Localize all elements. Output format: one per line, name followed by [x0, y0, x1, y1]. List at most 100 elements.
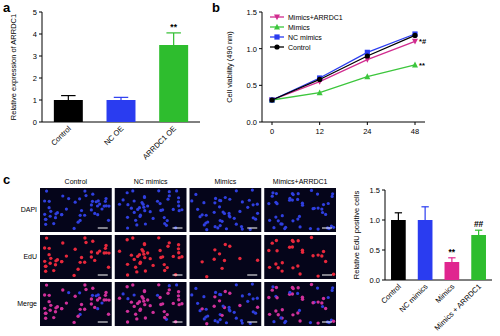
nucleus: [60, 213, 63, 216]
edu-nucleus: [43, 307, 46, 310]
nucleus: [142, 206, 145, 209]
point: [269, 97, 275, 103]
nucleus: [252, 203, 255, 206]
nucleus: [296, 292, 299, 295]
edu-nucleus: [65, 301, 68, 304]
nucleus: [288, 291, 291, 294]
edu-nucleus: [200, 260, 203, 263]
nucleus: [327, 202, 330, 205]
edu-nucleus: [172, 255, 175, 258]
nucleus: [100, 301, 103, 304]
nucleus: [317, 207, 320, 210]
edu-nucleus: [83, 261, 86, 264]
micrograph-bg: [264, 235, 336, 279]
edu-nucleus: [44, 312, 47, 315]
nucleus: [291, 192, 294, 195]
edu-nucleus: [142, 252, 145, 255]
nucleus: [178, 209, 181, 212]
series-line: [272, 65, 415, 100]
edu-nucleus: [65, 254, 68, 257]
nucleus: [126, 203, 129, 206]
scale-bar: [173, 228, 183, 229]
nucleus: [316, 286, 319, 289]
micrograph-bg: [190, 188, 262, 232]
edu-nucleus: [144, 269, 147, 272]
nucleus: [288, 197, 291, 200]
panel-label: b: [212, 0, 220, 15]
nucleus: [225, 227, 228, 230]
nucleus: [144, 222, 147, 225]
x-tick: [319, 122, 320, 125]
nucleus: [97, 199, 100, 202]
error-cap: [421, 206, 428, 207]
nucleus: [321, 305, 324, 308]
error-bar: [475, 230, 482, 235]
edu-nucleus: [140, 248, 143, 251]
edu-nucleus: [166, 266, 169, 269]
edu-nucleus: [166, 292, 169, 295]
edu-nucleus: [49, 304, 52, 307]
edu-nucleus: [277, 266, 280, 269]
nucleus: [291, 219, 294, 222]
nucleus: [331, 289, 334, 292]
micrograph-bg: [40, 188, 112, 232]
x-tick-label: 48: [411, 127, 419, 136]
micrograph: [190, 282, 262, 326]
nucleus: [214, 291, 217, 294]
edu-nucleus: [56, 258, 59, 261]
nucleus: [196, 208, 199, 211]
edu-nucleus: [149, 257, 152, 260]
edu-nucleus: [166, 245, 169, 248]
error-cap: [448, 257, 455, 258]
edu-nucleus: [291, 266, 294, 269]
y-tick-label: 0.0: [370, 276, 380, 285]
edu-nucleus: [228, 292, 231, 295]
nucleus: [216, 320, 219, 323]
nucleus: [133, 199, 136, 202]
edu-nucleus: [271, 241, 274, 244]
edu-nucleus: [177, 256, 180, 259]
error-cap: [114, 97, 128, 98]
nucleus: [65, 208, 68, 211]
y-tick: [382, 250, 385, 251]
edu-nucleus: [90, 255, 93, 258]
edu-nucleus: [126, 273, 129, 276]
nucleus: [48, 200, 51, 203]
edu-nucleus: [275, 249, 278, 252]
edu-nucleus: [93, 306, 96, 309]
nucleus: [310, 189, 313, 192]
nucleus: [122, 198, 125, 201]
edu-nucleus: [177, 290, 180, 293]
nucleus: [126, 226, 129, 229]
edu-nucleus: [138, 253, 141, 256]
edu-nucleus: [73, 247, 76, 250]
nucleus: [214, 225, 217, 228]
edu-nucleus: [126, 320, 129, 323]
bar: [471, 235, 486, 280]
error-stem: [68, 96, 69, 100]
y-tick: [39, 34, 42, 35]
nucleus: [194, 193, 197, 196]
edu-nucleus: [158, 296, 161, 299]
micrograph: [264, 282, 336, 326]
error-stem: [478, 230, 479, 235]
edu-nucleus: [104, 294, 107, 297]
nucleus: [126, 297, 129, 300]
nucleus: [316, 192, 319, 195]
edu-nucleus: [205, 322, 208, 325]
edu-nucleus: [107, 266, 110, 269]
nucleus: [177, 196, 180, 199]
nucleus: [298, 309, 301, 312]
row-label: DAPI: [21, 206, 37, 213]
x-labels: ControlNC OEARRDC1 OE: [49, 124, 178, 162]
nucleus: [177, 200, 180, 203]
nucleus: [205, 214, 208, 217]
nucleus: [130, 207, 133, 210]
edu-nucleus: [142, 299, 145, 302]
micrograph: [115, 235, 187, 279]
edu-nucleus: [324, 307, 327, 310]
nucleus: [272, 320, 275, 323]
edu-nucleus: [256, 259, 259, 262]
nucleus: [246, 206, 249, 209]
edu-nucleus: [72, 274, 75, 277]
